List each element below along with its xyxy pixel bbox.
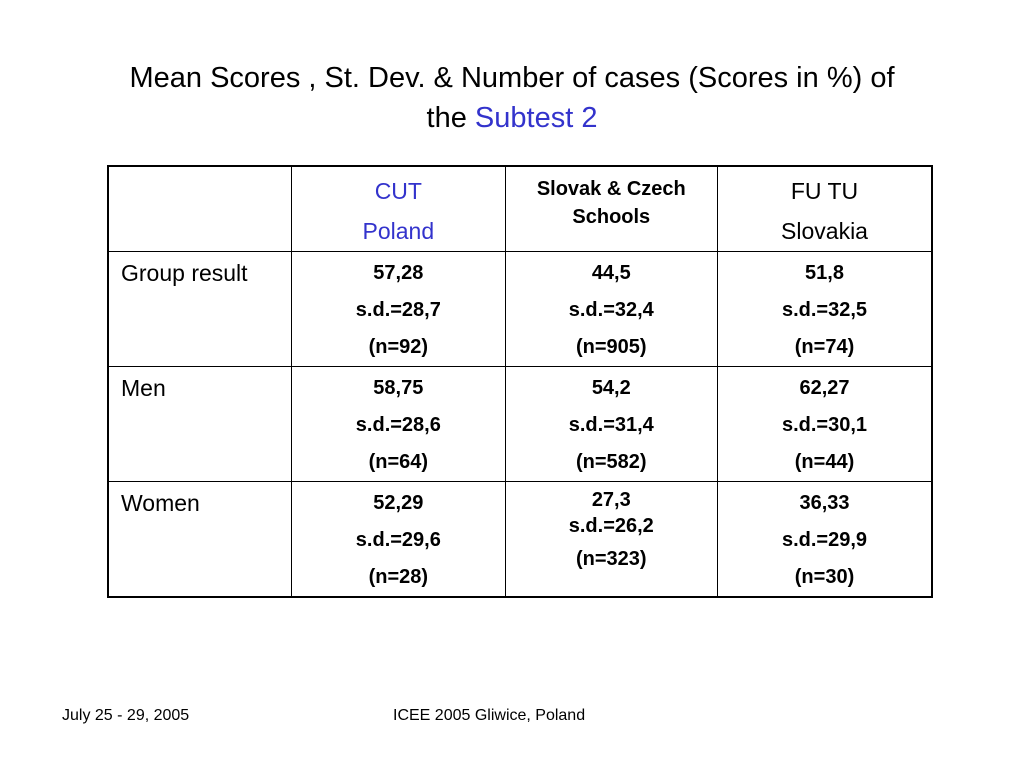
mean-value: 52,29 [373, 492, 424, 514]
mean-value: 58,75 [373, 377, 424, 399]
mean-value: 62,27 [799, 377, 850, 399]
sd-value: s.d.=29,9 [781, 529, 868, 551]
mean-value: 51,8 [805, 262, 844, 284]
sd-value: s.d.=26,2 [568, 515, 654, 537]
sd-value: s.d.=32,4 [568, 299, 654, 321]
header-fu-tu-slovakia: FU TU Slovakia [717, 165, 933, 252]
sd-value: s.d.=32,5 [781, 299, 868, 321]
header-empty-cell [107, 165, 293, 252]
scores-table: CUT Poland Slovak & Czech Schools FU TU … [107, 165, 933, 598]
title-accent: Subtest 2 [474, 102, 598, 134]
title-line-1: Mean Scores , St. Dev. & Number of cases… [129, 62, 895, 94]
header-line: Schools [572, 206, 651, 228]
n-value: (n=92) [368, 336, 429, 358]
header-cut-poland: CUT Poland [291, 165, 506, 252]
n-value: (n=30) [794, 566, 855, 588]
table-row-women: Women 52,29 s.d.=29,6 (n=28) 27,3 s.d.=2… [107, 481, 933, 598]
footer-conference: ICEE 2005 Gliwice, Poland [393, 707, 586, 724]
mean-value: 54,2 [591, 377, 631, 399]
header-line: FU TU [790, 178, 859, 204]
table-header-row: CUT Poland Slovak & Czech Schools FU TU … [107, 165, 933, 252]
table-row-group-result: Group result 57,28 s.d.=28,7 (n=92) 44,5… [107, 251, 933, 367]
table-cell: 51,8 s.d.=32,5 (n=74) [717, 251, 933, 367]
header-line: Slovakia [781, 218, 868, 244]
n-value: (n=28) [368, 566, 429, 588]
table-cell: 57,28 s.d.=28,7 (n=92) [291, 251, 506, 367]
n-value: (n=582) [575, 451, 647, 473]
table-row-men: Men 58,75 s.d.=28,6 (n=64) 54,2 s.d.=31,… [107, 366, 933, 482]
mean-value: 44,5 [591, 262, 631, 284]
table-cell: 36,33 s.d.=29,9 (n=30) [717, 481, 933, 598]
table-cell: 27,3 s.d.=26,2 (n=323) [504, 481, 719, 598]
footer-date: July 25 - 29, 2005 [62, 707, 190, 724]
table-cell: 54,2 s.d.=31,4 (n=582) [504, 366, 719, 482]
sd-value: s.d.=30,1 [781, 414, 868, 436]
n-value: (n=74) [794, 336, 855, 358]
title-line-2: the Subtest 2 [40, 98, 984, 138]
header-slovak-czech-schools: Slovak & Czech Schools [504, 165, 719, 252]
header-line: CUT [374, 178, 422, 204]
title-prefix: the [426, 102, 467, 134]
row-label: Group result [107, 251, 293, 367]
n-value: (n=64) [368, 451, 429, 473]
table-cell: 62,27 s.d.=30,1 (n=44) [717, 366, 933, 482]
mean-value: 27,3 [591, 489, 631, 511]
slide-title: Mean Scores , St. Dev. & Number of cases… [40, 58, 984, 138]
row-label: Men [107, 366, 293, 482]
n-value: (n=905) [575, 336, 647, 358]
sd-value: s.d.=28,7 [355, 299, 441, 321]
n-value: (n=323) [575, 548, 647, 570]
row-label: Women [107, 481, 293, 598]
header-line: Slovak & Czech [536, 178, 686, 200]
sd-value: s.d.=29,6 [355, 529, 441, 551]
table-cell: 44,5 s.d.=32,4 (n=905) [504, 251, 719, 367]
sd-value: s.d.=28,6 [355, 414, 441, 436]
sd-value: s.d.=31,4 [568, 414, 654, 436]
n-value: (n=44) [794, 451, 855, 473]
header-line: Poland [362, 218, 435, 244]
table-cell: 58,75 s.d.=28,6 (n=64) [291, 366, 506, 482]
mean-value: 57,28 [373, 262, 424, 284]
mean-value: 36,33 [799, 492, 850, 514]
table-cell: 52,29 s.d.=29,6 (n=28) [291, 481, 506, 598]
